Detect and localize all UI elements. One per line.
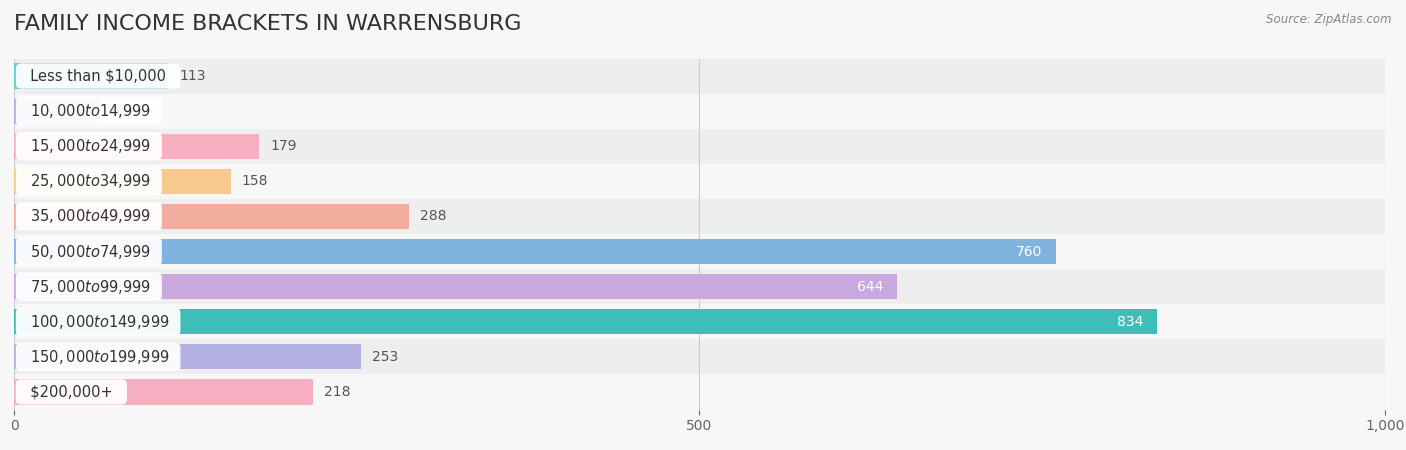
Text: $15,000 to $24,999: $15,000 to $24,999 bbox=[21, 137, 156, 155]
Text: $35,000 to $49,999: $35,000 to $49,999 bbox=[21, 207, 156, 225]
Bar bbox=[14, 199, 1385, 234]
Bar bbox=[14, 379, 314, 405]
Bar bbox=[14, 304, 1385, 339]
Bar bbox=[14, 204, 409, 229]
Text: $100,000 to $149,999: $100,000 to $149,999 bbox=[21, 313, 176, 331]
Text: $200,000+: $200,000+ bbox=[21, 384, 122, 400]
Bar bbox=[14, 63, 169, 89]
Bar bbox=[14, 239, 1056, 264]
Text: 158: 158 bbox=[242, 174, 269, 189]
Text: $150,000 to $199,999: $150,000 to $199,999 bbox=[21, 348, 176, 366]
Text: 179: 179 bbox=[270, 139, 297, 153]
Text: $10,000 to $14,999: $10,000 to $14,999 bbox=[21, 102, 156, 120]
Bar bbox=[14, 274, 897, 299]
Bar bbox=[14, 99, 100, 124]
Bar bbox=[14, 339, 1385, 374]
Text: Source: ZipAtlas.com: Source: ZipAtlas.com bbox=[1267, 14, 1392, 27]
Bar bbox=[14, 94, 1385, 129]
Bar bbox=[14, 129, 1385, 164]
Bar bbox=[14, 309, 1157, 334]
Text: 834: 834 bbox=[1118, 315, 1143, 329]
Text: 760: 760 bbox=[1015, 244, 1042, 259]
Text: Less than $10,000: Less than $10,000 bbox=[21, 68, 176, 84]
Bar bbox=[14, 58, 1385, 94]
Text: 218: 218 bbox=[323, 385, 350, 399]
Text: 253: 253 bbox=[371, 350, 398, 364]
Text: 644: 644 bbox=[856, 279, 883, 294]
Text: $75,000 to $99,999: $75,000 to $99,999 bbox=[21, 278, 156, 296]
Text: 288: 288 bbox=[420, 209, 446, 224]
Bar bbox=[14, 169, 231, 194]
Bar bbox=[14, 344, 361, 369]
Bar bbox=[14, 134, 260, 159]
Text: $50,000 to $74,999: $50,000 to $74,999 bbox=[21, 243, 156, 261]
Bar bbox=[14, 234, 1385, 269]
Bar bbox=[14, 269, 1385, 304]
Bar bbox=[14, 164, 1385, 199]
Text: $25,000 to $34,999: $25,000 to $34,999 bbox=[21, 172, 156, 190]
Bar bbox=[14, 374, 1385, 410]
Text: 113: 113 bbox=[180, 69, 207, 83]
Text: 63: 63 bbox=[111, 104, 129, 118]
Text: FAMILY INCOME BRACKETS IN WARRENSBURG: FAMILY INCOME BRACKETS IN WARRENSBURG bbox=[14, 14, 522, 33]
